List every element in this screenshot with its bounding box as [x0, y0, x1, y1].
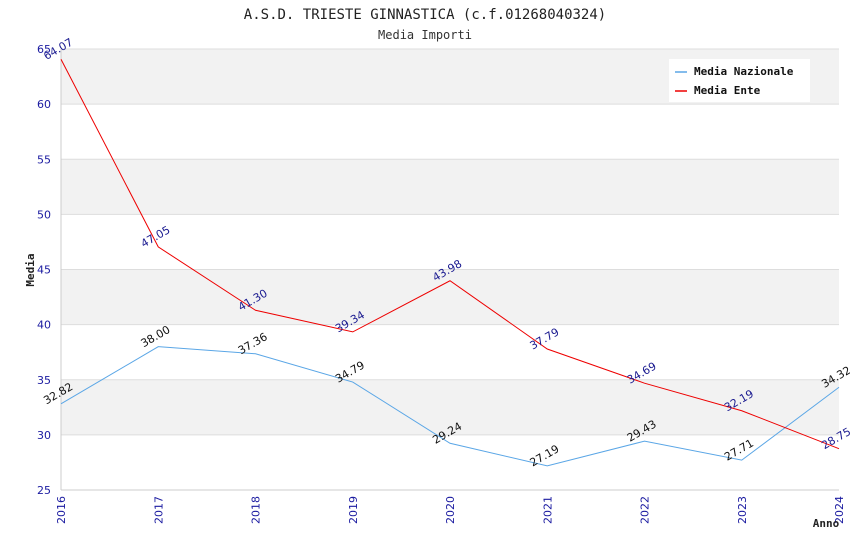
grid-band — [61, 379, 839, 435]
x-tick-label: 2023 — [736, 496, 749, 524]
y-tick-labels: 25 30 35 40 45 50 55 60 65 — [37, 43, 51, 497]
legend-box — [669, 59, 810, 102]
grid-band — [61, 214, 839, 270]
grid-band — [61, 104, 839, 160]
x-tick-labels: 2016 2017 2018 2019 2020 2021 2022 2023 2024 — [55, 496, 846, 524]
x-tick-label: 2024 — [833, 496, 846, 524]
y-tick-label: 45 — [37, 264, 51, 277]
y-tick-label: 25 — [37, 484, 51, 497]
chart-title: A.S.D. TRIESTE GINNASTICA (c.f.012680403… — [244, 7, 606, 23]
chart-subtitle: Media Importi — [378, 28, 472, 42]
x-tick-label: 2020 — [444, 496, 457, 524]
x-tick-label: 2017 — [152, 496, 165, 524]
x-tick-label: 2016 — [55, 496, 68, 524]
y-tick-label: 55 — [37, 153, 51, 166]
x-tick-label: 2021 — [541, 496, 554, 524]
y-tick-label: 40 — [37, 319, 51, 332]
grid-band — [61, 159, 839, 215]
series-lines — [60, 59, 840, 467]
y-tick-label: 65 — [37, 43, 51, 56]
y-tick-label: 50 — [37, 208, 51, 221]
series-line-media-nazionale — [60, 346, 840, 467]
y-tick-label: 35 — [37, 374, 51, 387]
x-tick-label: 2019 — [347, 496, 360, 524]
y-tick-label: 30 — [37, 429, 51, 442]
grid-band — [61, 269, 839, 325]
y-axis-label: Media — [24, 253, 37, 286]
y-tick-label: 60 — [37, 98, 51, 111]
x-tick-label: 2022 — [639, 496, 652, 524]
series-line-media-ente — [60, 59, 840, 450]
legend: Media Nazionale Media Ente — [669, 59, 810, 102]
legend-label-media-nazionale: Media Nazionale — [694, 65, 794, 78]
x-axis-label: Anno — [813, 517, 840, 530]
grid-band — [61, 324, 839, 380]
grid-bands — [61, 49, 839, 490]
grid-band — [61, 434, 839, 490]
legend-label-media-ente: Media Ente — [694, 84, 761, 97]
axes — [60, 49, 839, 491]
x-tick-label: 2018 — [250, 496, 263, 524]
